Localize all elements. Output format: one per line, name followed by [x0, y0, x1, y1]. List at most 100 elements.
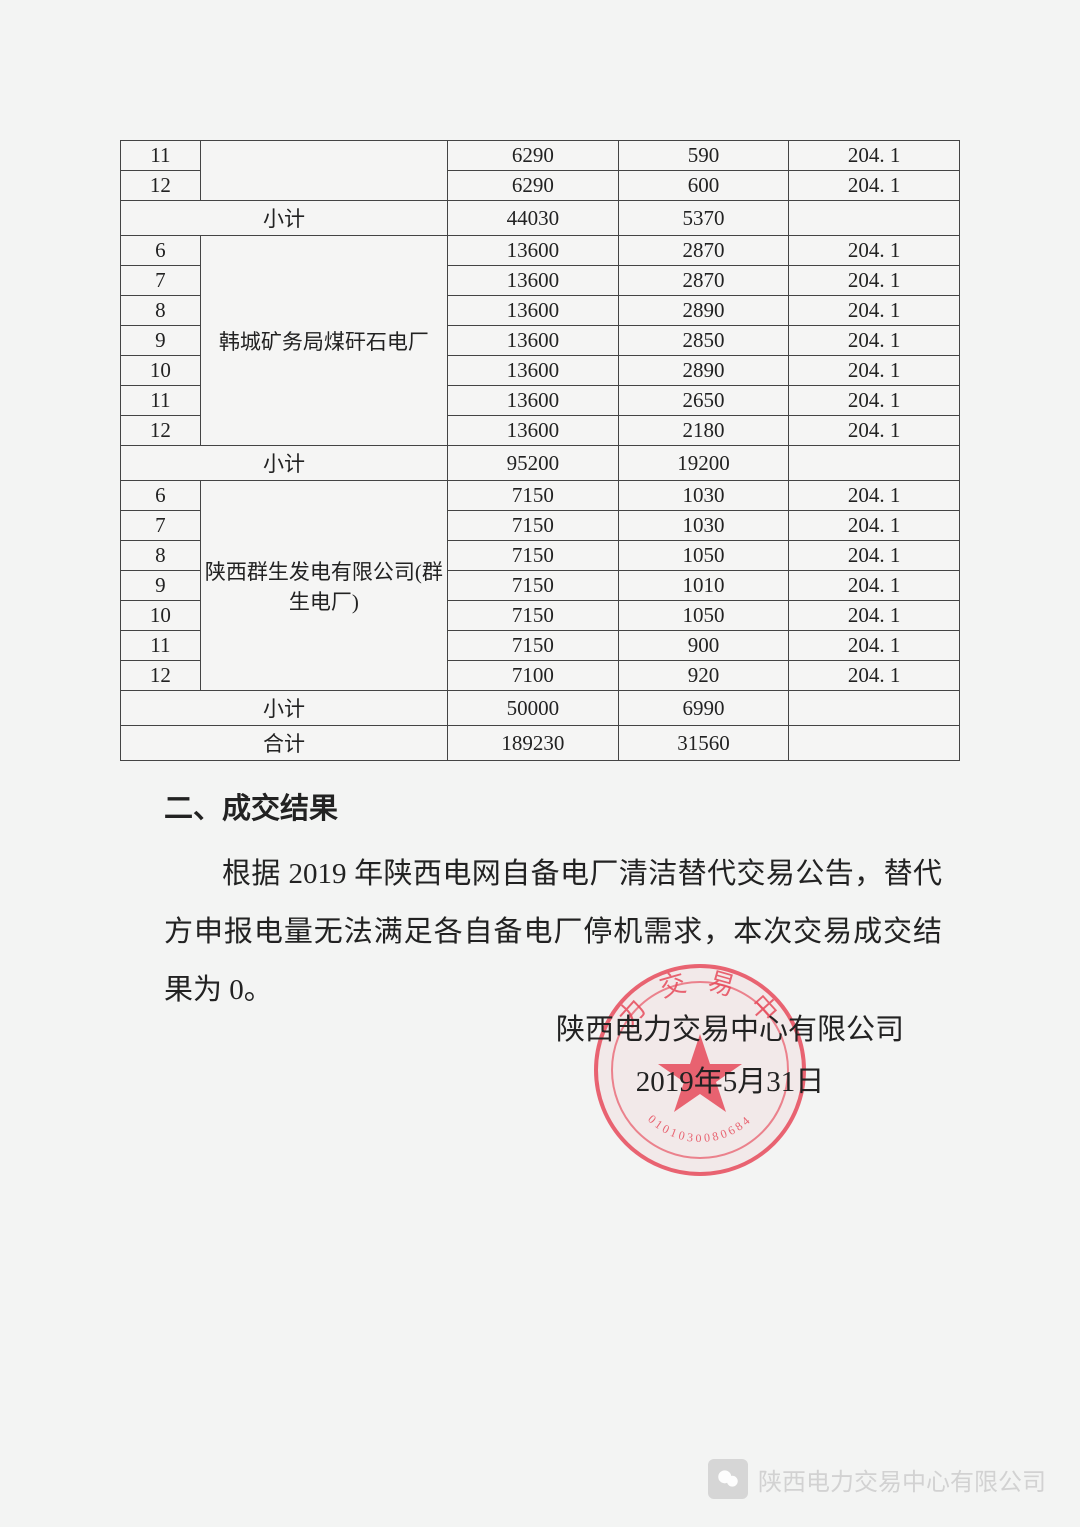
grand-total-label: 合计 — [121, 726, 448, 761]
cell-idx: 11 — [121, 141, 201, 171]
cell-value: 1050 — [618, 601, 789, 631]
cell-value: 13600 — [448, 266, 619, 296]
cell-value: 5370 — [618, 201, 789, 236]
cell-value: 204. 1 — [789, 171, 960, 201]
cell-value: 2180 — [618, 416, 789, 446]
cell-value: 2650 — [618, 386, 789, 416]
cell-value: 189230 — [448, 726, 619, 761]
cell-value: 50000 — [448, 691, 619, 726]
cell-value: 2890 — [618, 296, 789, 326]
cell-value: 204. 1 — [789, 326, 960, 356]
cell-value: 19200 — [618, 446, 789, 481]
table-row: 11 6290 590 204. 1 — [121, 141, 960, 171]
cell-value: 7150 — [448, 571, 619, 601]
cell-value — [789, 726, 960, 761]
svg-text:0101030080684: 0101030080684 — [645, 1112, 754, 1145]
cell-value: 204. 1 — [789, 631, 960, 661]
cell-value: 7150 — [448, 631, 619, 661]
cell-value: 2870 — [618, 236, 789, 266]
section-heading: 二、成交结果 — [164, 785, 960, 827]
subtotal-label: 小计 — [121, 446, 448, 481]
table-row: 6 陕西群生发电有限公司(群生电厂) 7150 1030 204. 1 — [121, 481, 960, 511]
cell-value: 7150 — [448, 511, 619, 541]
cell-value: 204. 1 — [789, 481, 960, 511]
cell-value: 6990 — [618, 691, 789, 726]
cell-idx: 12 — [121, 171, 201, 201]
cell-value: 13600 — [448, 296, 619, 326]
cell-idx: 11 — [121, 631, 201, 661]
subtotal-row: 小计 44030 5370 — [121, 201, 960, 236]
cell-value: 31560 — [618, 726, 789, 761]
cell-value: 7100 — [448, 661, 619, 691]
subtotal-row: 小计 95200 19200 — [121, 446, 960, 481]
cell-value: 204. 1 — [789, 356, 960, 386]
cell-value: 204. 1 — [789, 541, 960, 571]
cell-value: 6290 — [448, 141, 619, 171]
cell-idx: 11 — [121, 386, 201, 416]
cell-value: 7150 — [448, 481, 619, 511]
section-body: 根据 2019 年陕西电网自备电厂清洁替代交易公告，替代方申报电量无法满足各自备… — [164, 845, 942, 1019]
subtotal-label: 小计 — [121, 691, 448, 726]
cell-value: 204. 1 — [789, 141, 960, 171]
cell-value: 95200 — [448, 446, 619, 481]
cell-value: 1030 — [618, 481, 789, 511]
cell-value: 900 — [618, 631, 789, 661]
cell-value: 204. 1 — [789, 511, 960, 541]
cell-value — [789, 691, 960, 726]
data-table: 11 6290 590 204. 1 12 6290 600 204. 1 小计… — [120, 140, 960, 761]
cell-value: 2890 — [618, 356, 789, 386]
cell-group-name: 韩城矿务局煤矸石电厂 — [200, 236, 447, 446]
cell-value: 7150 — [448, 541, 619, 571]
cell-value: 13600 — [448, 356, 619, 386]
subtotal-row: 小计 50000 6990 — [121, 691, 960, 726]
cell-idx: 8 — [121, 296, 201, 326]
signature-block: 陕西电力交易中心有限公司 2019年5月31日 — [510, 1004, 950, 1108]
cell-value: 13600 — [448, 236, 619, 266]
cell-value: 204. 1 — [789, 266, 960, 296]
cell-group-name — [200, 141, 447, 201]
signature-org: 陕西电力交易中心有限公司 — [510, 1004, 950, 1056]
cell-value — [789, 446, 960, 481]
cell-idx: 6 — [121, 481, 201, 511]
cell-value: 1030 — [618, 511, 789, 541]
cell-value: 204. 1 — [789, 571, 960, 601]
cell-value: 204. 1 — [789, 386, 960, 416]
cell-value: 204. 1 — [789, 601, 960, 631]
wechat-icon — [708, 1459, 748, 1499]
cell-value: 204. 1 — [789, 661, 960, 691]
cell-idx: 6 — [121, 236, 201, 266]
cell-value: 44030 — [448, 201, 619, 236]
footer-text: 陕西电力交易中心有限公司 — [758, 1462, 1046, 1497]
cell-value — [789, 201, 960, 236]
cell-value: 13600 — [448, 386, 619, 416]
cell-idx: 8 — [121, 541, 201, 571]
cell-value: 204. 1 — [789, 416, 960, 446]
cell-idx: 7 — [121, 511, 201, 541]
cell-value: 204. 1 — [789, 296, 960, 326]
cell-value: 2850 — [618, 326, 789, 356]
cell-idx: 7 — [121, 266, 201, 296]
cell-idx: 10 — [121, 601, 201, 631]
cell-value: 600 — [618, 171, 789, 201]
grand-total-row: 合计 189230 31560 — [121, 726, 960, 761]
cell-idx: 9 — [121, 326, 201, 356]
cell-value: 13600 — [448, 416, 619, 446]
subtotal-label: 小计 — [121, 201, 448, 236]
cell-value: 204. 1 — [789, 236, 960, 266]
cell-value: 2870 — [618, 266, 789, 296]
cell-value: 590 — [618, 141, 789, 171]
cell-value: 1050 — [618, 541, 789, 571]
stamp-serial: 0101030080684 — [645, 1112, 754, 1145]
cell-value: 6290 — [448, 171, 619, 201]
table-row: 6 韩城矿务局煤矸石电厂 13600 2870 204. 1 — [121, 236, 960, 266]
signature-date: 2019年5月31日 — [510, 1056, 950, 1108]
cell-value: 920 — [618, 661, 789, 691]
document-page: 11 6290 590 204. 1 12 6290 600 204. 1 小计… — [0, 0, 1080, 1019]
cell-idx: 12 — [121, 416, 201, 446]
cell-idx: 12 — [121, 661, 201, 691]
cell-value: 1010 — [618, 571, 789, 601]
cell-value: 13600 — [448, 326, 619, 356]
cell-idx: 9 — [121, 571, 201, 601]
cell-value: 7150 — [448, 601, 619, 631]
cell-group-name: 陕西群生发电有限公司(群生电厂) — [200, 481, 447, 691]
